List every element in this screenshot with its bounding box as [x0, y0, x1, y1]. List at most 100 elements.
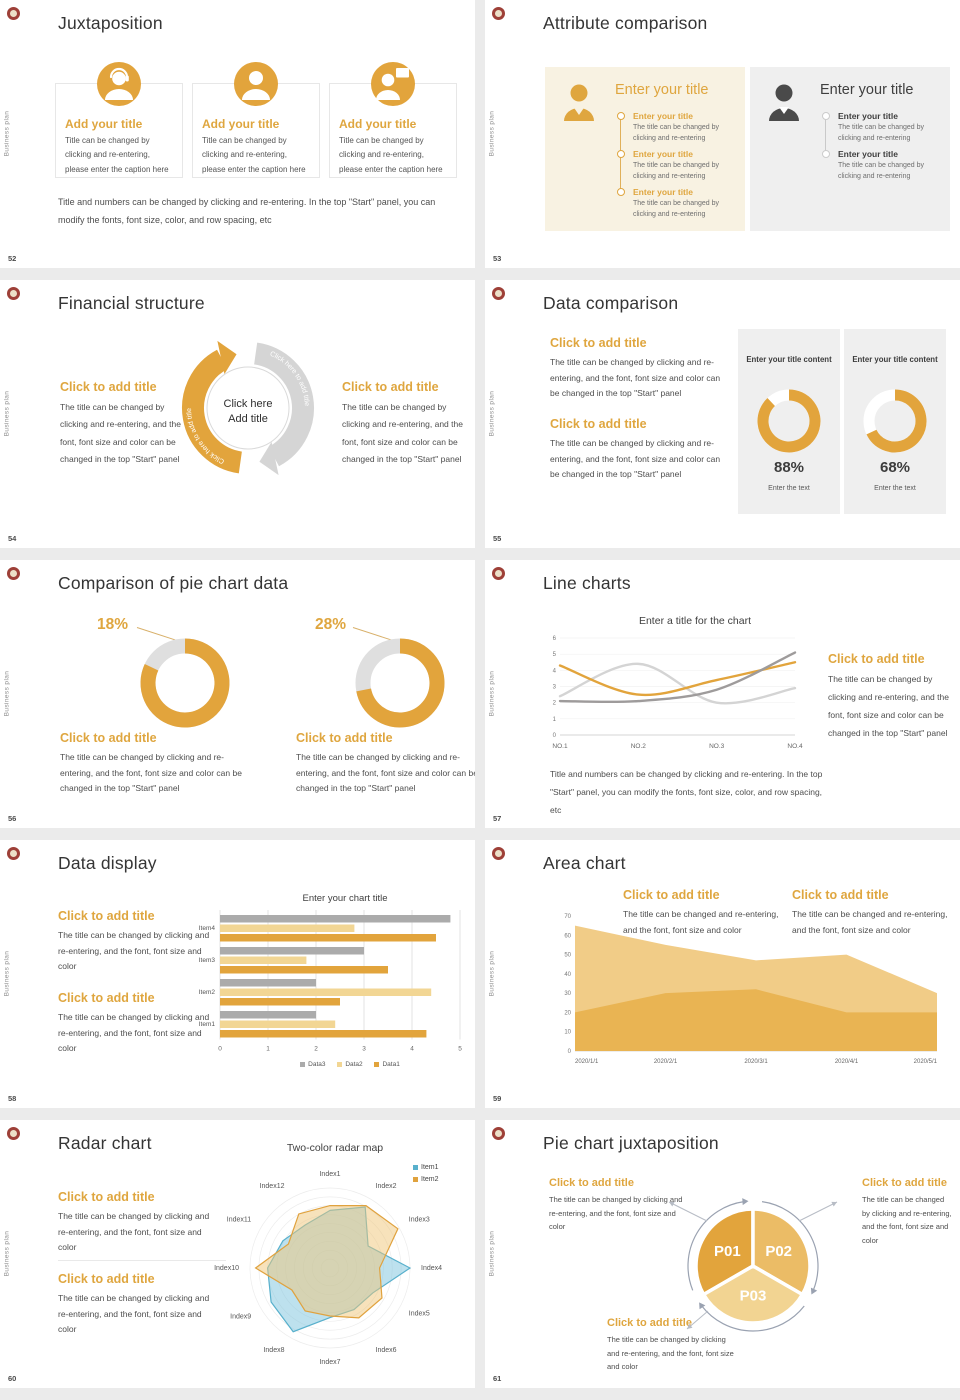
chart-legend: Item1 Item2 — [413, 1164, 439, 1188]
svg-text:P02: P02 — [765, 1243, 792, 1260]
slide-55-data-comparison[interactable]: Business plan Data comparison Click to a… — [485, 280, 960, 548]
slide-54-financial-structure[interactable]: Business plan Financial structure Click … — [0, 280, 475, 548]
text-block: Click to add title The title can be chan… — [828, 652, 954, 742]
slide-title: Data comparison — [543, 293, 679, 313]
timeline-item: Enter your title The title can be change… — [617, 187, 739, 221]
svg-text:5: 5 — [458, 1046, 462, 1053]
svg-text:Index6: Index6 — [376, 1347, 397, 1354]
page-number: 54 — [8, 534, 17, 543]
text-block: Click to add title The title can be chan… — [58, 991, 214, 1057]
block-title: Click to add title — [607, 1317, 692, 1329]
block-title: Click to add title — [623, 888, 720, 902]
text-block: Click to add title The title can be chan… — [550, 336, 722, 402]
item-title: Enter your title — [633, 111, 693, 121]
center-line2: Add title — [228, 413, 268, 426]
card-title: Add your title — [65, 117, 143, 131]
slide-53-attribute-comparison[interactable]: Business plan Attribute comparison Enter… — [485, 0, 960, 268]
donut-chart-88 — [757, 389, 821, 453]
feature-card: Add your title Title can be changed by c… — [55, 62, 183, 178]
donut-chart-68 — [863, 389, 927, 453]
svg-text:Index5: Index5 — [409, 1311, 430, 1318]
slide-title: Attribute comparison — [543, 13, 708, 33]
timeline-dot-icon — [617, 112, 625, 120]
percent-callout: 28% — [315, 616, 347, 633]
panel-title: Enter your title — [615, 82, 709, 98]
cycle-center-label: Click here Add title — [198, 397, 298, 428]
slide-52-juxtaposition[interactable]: Business plan Juxtaposition Add your tit… — [0, 0, 475, 268]
block-title: Click to add title — [862, 1177, 947, 1189]
chart-title: Enter a title for the chart — [638, 615, 752, 627]
block-body: The title can be changed by clicking and… — [550, 438, 721, 480]
page-number: 59 — [493, 1094, 502, 1103]
legend-swatch — [413, 1165, 418, 1170]
slide-59-area-chart[interactable]: Business plan Area chart Click to add ti… — [485, 840, 960, 1108]
brand-logo-icon — [492, 1127, 505, 1140]
svg-text:Item4: Item4 — [199, 925, 216, 932]
slide-56-pie-comparison[interactable]: Business plan Comparison of pie chart da… — [0, 560, 475, 828]
svg-text:Index1: Index1 — [319, 1171, 340, 1178]
brand-vertical-text: Business plan — [488, 390, 496, 437]
legend-swatch — [413, 1177, 418, 1182]
item-desc: The title can be changed by clicking and… — [838, 162, 925, 180]
timeline-dot-icon — [617, 150, 625, 158]
legend-label: Data3 — [308, 1061, 326, 1068]
person-icon — [234, 62, 278, 106]
card-title: Add your title — [202, 117, 280, 131]
slide-58-data-display[interactable]: Business plan Data display Click to add … — [0, 840, 475, 1108]
text-block: Click to add title The title can be chan… — [58, 909, 214, 975]
brand-logo-icon — [7, 567, 20, 580]
text-block-right: Click to add title The title can be chan… — [342, 380, 464, 469]
block-title: Click to add title — [60, 380, 157, 394]
timeline-item: Enter your title The title can be change… — [822, 111, 944, 145]
timeline-item: Enter your title The title can be change… — [617, 149, 739, 183]
legend-swatch — [300, 1062, 306, 1067]
slide-title: Comparison of pie chart data — [58, 573, 289, 593]
stat-card: Enter your title content 68% Enter the t… — [844, 329, 946, 514]
block-title: Click to add title — [60, 731, 157, 745]
brand-logo-icon — [492, 287, 505, 300]
radar-chart: Index1 Index2 Index3 Index4 Index5 Index6 Inde… — [214, 1171, 442, 1366]
svg-text:Index12: Index12 — [260, 1183, 285, 1190]
brand-vertical-text: Business plan — [488, 950, 496, 997]
svg-text:2020/1/1: 2020/1/1 — [575, 1059, 599, 1065]
brand-logo-icon — [7, 7, 20, 20]
item-title: Enter your title — [633, 187, 693, 197]
legend-label: Item2 — [421, 1176, 439, 1183]
item-title: Enter your title — [838, 149, 898, 159]
slide-61-pie-juxtaposition[interactable]: Business plan Pie chart juxtaposition Cl… — [485, 1120, 960, 1388]
brand-logo-icon — [492, 847, 505, 860]
text-block: Click to add title The title can be chan… — [623, 888, 785, 938]
block-body: The title can be changed by clicking and… — [828, 674, 949, 738]
svg-text:70: 70 — [564, 914, 571, 920]
text-block: Click to add title The title can be chan… — [550, 417, 722, 483]
brand-vertical-text: Business plan — [488, 670, 496, 717]
slide-57-line-charts[interactable]: Business plan Line charts Enter a title … — [485, 560, 960, 828]
svg-text:Index3: Index3 — [409, 1217, 430, 1224]
slide-60-radar-chart[interactable]: Business plan Radar chart Click to add t… — [0, 1120, 475, 1388]
text-block: Click to add title The title can be chan… — [792, 888, 954, 938]
page-number: 60 — [8, 1374, 17, 1383]
brand-logo-icon — [7, 847, 20, 860]
svg-text:10: 10 — [564, 1030, 571, 1036]
card-header: Enter your title content — [852, 355, 938, 364]
item-desc: The title can be changed by clicking and… — [633, 162, 720, 180]
timeline-connector — [825, 117, 826, 155]
legend-item: Item2 — [413, 1176, 439, 1183]
divider-line — [58, 1260, 226, 1261]
timeline-dot-icon — [617, 188, 625, 196]
svg-text:3: 3 — [553, 685, 557, 691]
legend-item: Data3 — [300, 1061, 326, 1068]
card-body: Title can be changed by clicking and re-… — [65, 136, 169, 174]
slide-footer-text: Title and numbers can be changed by clic… — [550, 769, 823, 815]
brand-vertical-text: Business plan — [3, 1230, 11, 1277]
page-number: 56 — [8, 814, 17, 823]
svg-text:Item1: Item1 — [199, 1021, 216, 1028]
brand-vertical-text: Business plan — [488, 1230, 496, 1277]
block-body: The title can be changed by clicking and… — [58, 930, 210, 972]
brand-logo-icon — [7, 1127, 20, 1140]
legend-swatch — [337, 1062, 343, 1067]
svg-text:Item2: Item2 — [199, 989, 216, 996]
page-number: 58 — [8, 1094, 17, 1103]
svg-text:30: 30 — [564, 991, 571, 997]
